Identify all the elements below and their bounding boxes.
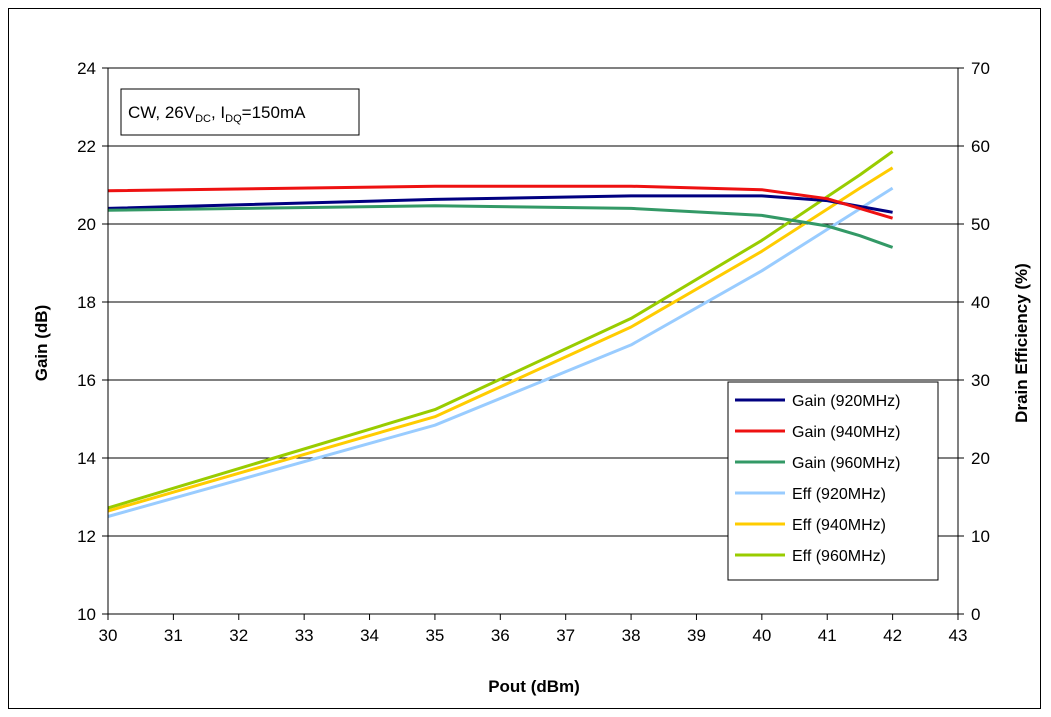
y-axis-title: Gain (dB) bbox=[32, 305, 51, 382]
y-tick-label: 24 bbox=[77, 59, 96, 78]
x-tick-label: 38 bbox=[622, 626, 641, 645]
annotation-text: CW, 26VDC, IDQ=150mA bbox=[128, 103, 306, 125]
series-line-gain-940mhz bbox=[107, 184, 894, 220]
x-tick-label: 40 bbox=[752, 626, 771, 645]
axes bbox=[102, 67, 964, 620]
x-tick-label: 31 bbox=[164, 626, 183, 645]
series-line-gain-960mhz bbox=[107, 204, 894, 249]
y2-tick-label: 30 bbox=[971, 371, 990, 390]
x-tick-label: 30 bbox=[99, 626, 118, 645]
y2-tick-label: 50 bbox=[971, 215, 990, 234]
legend: Gain (920MHz) Gain (940MHz) Gain (960MHz) E… bbox=[727, 381, 939, 581]
x-axis-title: Pout (dBm) bbox=[488, 677, 580, 696]
x-tick-label: 36 bbox=[491, 626, 510, 645]
series-line-eff-960mhz bbox=[107, 150, 894, 510]
x-tick-label: 33 bbox=[295, 626, 314, 645]
x-tick-label: 34 bbox=[360, 626, 379, 645]
y-tick-label: 16 bbox=[77, 371, 96, 390]
y2-tick-label: 20 bbox=[971, 449, 990, 468]
x-tick-label: 37 bbox=[556, 626, 575, 645]
legend-label-gain-920mhz: Gain (920MHz) bbox=[792, 393, 900, 410]
x-tick-label: 42 bbox=[883, 626, 902, 645]
y2-tick-label: 0 bbox=[971, 605, 980, 624]
series-line-eff-940mhz bbox=[107, 166, 894, 513]
y2-tick-label: 40 bbox=[971, 293, 990, 312]
y2-tick-label: 60 bbox=[971, 137, 990, 156]
series-line-eff-920mhz bbox=[107, 186, 894, 518]
y-tick-label: 22 bbox=[77, 137, 96, 156]
legend-label-gain-940mhz: Gain (940MHz) bbox=[792, 424, 900, 441]
legend-label-eff-940mhz: Eff (940MHz) bbox=[792, 517, 886, 534]
y2-tick-label: 70 bbox=[971, 59, 990, 78]
y2-axis-title: Drain Efficiency (%) bbox=[1012, 263, 1031, 423]
y-tick-label: 18 bbox=[77, 293, 96, 312]
legend-label-eff-920mhz: Eff (920MHz) bbox=[792, 486, 886, 503]
x-tick-label: 43 bbox=[949, 626, 968, 645]
legend-box bbox=[727, 381, 939, 581]
legend-label-gain-960mhz: Gain (960MHz) bbox=[792, 455, 900, 472]
x-tick-label: 32 bbox=[229, 626, 248, 645]
tick-labels: 10 12 14 16 18 20 22 24 0 10 20 30 40 50 60 70 30 31 32 33 3… bbox=[77, 59, 990, 645]
x-tick-label: 41 bbox=[818, 626, 837, 645]
y-tick-label: 10 bbox=[77, 605, 96, 624]
x-tick-label: 39 bbox=[687, 626, 706, 645]
y-tick-label: 14 bbox=[77, 449, 96, 468]
chart-frame bbox=[8, 8, 1041, 709]
y-tick-label: 20 bbox=[77, 215, 96, 234]
y-tick-label: 12 bbox=[77, 527, 96, 546]
series-lines bbox=[107, 150, 894, 518]
condition-annotation: CW, 26VDC, IDQ=150mA bbox=[120, 88, 360, 136]
y2-tick-label: 10 bbox=[971, 527, 990, 546]
x-tick-label: 35 bbox=[425, 626, 444, 645]
legend-label-eff-960mhz: Eff (960MHz) bbox=[792, 548, 886, 565]
annotation-box bbox=[120, 88, 360, 136]
